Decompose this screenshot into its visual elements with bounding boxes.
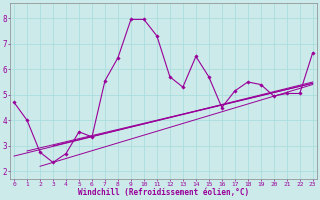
X-axis label: Windchill (Refroidissement éolien,°C): Windchill (Refroidissement éolien,°C) [78,188,249,197]
